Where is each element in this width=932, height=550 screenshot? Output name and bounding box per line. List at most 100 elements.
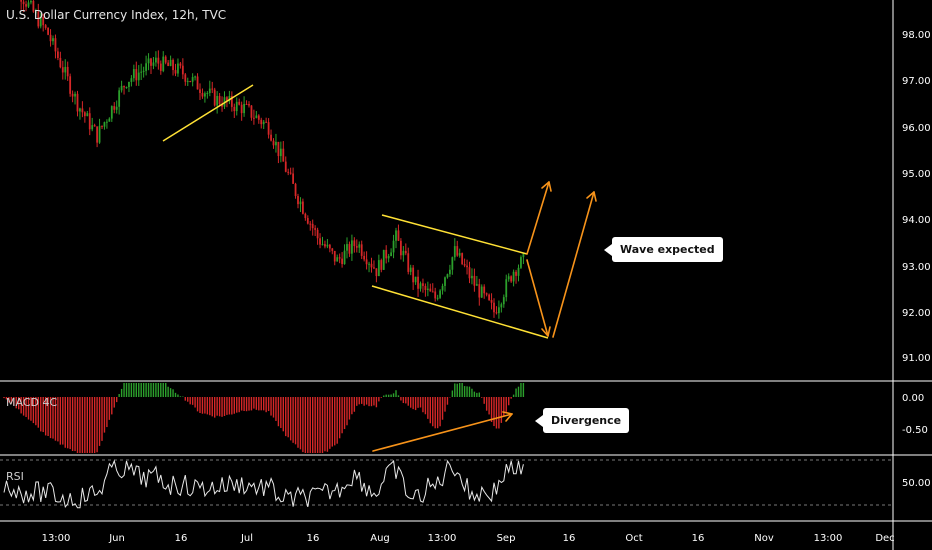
price-tick: 93.00: [902, 262, 931, 273]
candle-body: [385, 249, 388, 259]
candle-body: [201, 92, 204, 97]
candle-body: [490, 299, 493, 303]
candle-body: [370, 263, 373, 268]
candle-body: [439, 290, 441, 298]
candle-body: [304, 213, 307, 219]
channel-upper-line: [381, 214, 528, 255]
candle-body: [380, 260, 383, 270]
candle-body: [27, 2, 30, 7]
candle-body: [500, 304, 503, 308]
candle-body: [275, 141, 277, 146]
candle-body: [333, 250, 336, 262]
candle-body: [284, 161, 287, 172]
candle-body: [368, 263, 370, 265]
candle-body: [79, 108, 81, 112]
candle-body: [373, 267, 375, 269]
candle-body: [358, 244, 361, 248]
candle-body: [346, 244, 348, 251]
candle-body: [172, 59, 174, 71]
candle-body: [255, 115, 258, 118]
wave-arrow-breakout-head: [541, 181, 552, 192]
candle-body: [306, 218, 309, 224]
candle-body: [25, 4, 27, 7]
candle-body: [108, 118, 111, 122]
price-candles: [20, 0, 525, 319]
candle-body: [287, 171, 290, 173]
candle-body: [157, 57, 160, 64]
candle-body: [199, 89, 201, 93]
candle-body: [488, 294, 490, 300]
rsi-tick: 50.00: [902, 478, 931, 489]
candle-body: [297, 196, 299, 205]
candle-body: [377, 260, 380, 277]
candle-body: [404, 250, 407, 254]
candle-body: [456, 246, 459, 256]
candle-body: [34, 11, 37, 13]
candle-body: [441, 285, 444, 291]
candle-body: [324, 244, 326, 247]
candle-body: [106, 121, 108, 123]
candle-body: [118, 90, 121, 107]
candle-body: [351, 240, 353, 254]
candle-body: [257, 115, 260, 120]
candle-body: [194, 76, 196, 78]
candle-body: [522, 253, 525, 258]
candle-body: [150, 58, 152, 66]
candle-body: [419, 283, 422, 289]
candle-body: [86, 113, 89, 117]
candle-body: [355, 246, 358, 248]
symbol-title: U.S. Dollar Currency Index, 12h, TVC: [6, 8, 227, 22]
candle-body: [152, 62, 155, 66]
divergence-arrow: [372, 411, 513, 452]
candle-body: [458, 253, 461, 256]
candle-body: [32, 0, 35, 12]
price-tick: 96.00: [902, 123, 931, 134]
candle-body: [98, 125, 101, 143]
candle-body: [353, 240, 356, 247]
wave-arrow-rally-head: [586, 191, 597, 202]
candle-body: [142, 70, 145, 72]
channel-lower-line: [371, 285, 549, 339]
candle-body: [128, 81, 130, 88]
candle-body: [461, 253, 464, 265]
candle-body: [463, 264, 466, 266]
price-pane: [20, 0, 525, 319]
candle-body: [250, 105, 253, 118]
candle-body: [174, 70, 177, 74]
candle-body: [466, 265, 468, 268]
candle-body: [162, 56, 165, 71]
rsi-label: RSI: [6, 470, 24, 483]
candle-body: [54, 38, 57, 52]
candle-body: [228, 95, 231, 102]
wave-arrow-drop: [526, 259, 549, 337]
price-tick: 94.00: [902, 215, 931, 226]
candle-body: [436, 297, 439, 299]
candle-body: [417, 276, 419, 289]
candle-body: [348, 244, 351, 254]
candle-body: [400, 240, 402, 256]
candle-body: [343, 250, 346, 265]
candle-body: [147, 58, 150, 64]
candle-body: [91, 125, 94, 130]
candle-body: [409, 267, 412, 272]
candle-body: [390, 252, 392, 257]
candle-body: [57, 51, 59, 58]
candle-body: [444, 277, 446, 286]
candle-body: [429, 288, 432, 292]
june-trendline: [162, 84, 254, 142]
candle-body: [397, 230, 400, 241]
candle-body: [424, 285, 427, 290]
candle-body: [76, 93, 79, 112]
candle-body: [240, 104, 243, 114]
candle-body: [110, 106, 113, 119]
candle-body: [434, 291, 437, 299]
candle-body: [248, 104, 250, 106]
candle-body: [115, 106, 118, 110]
candle-body: [468, 267, 471, 279]
rsi-line: [3, 459, 524, 509]
time-tick: 13:00: [814, 533, 843, 544]
candle-body: [262, 121, 265, 125]
time-tick: 16: [563, 533, 576, 544]
candle-body: [216, 95, 219, 106]
